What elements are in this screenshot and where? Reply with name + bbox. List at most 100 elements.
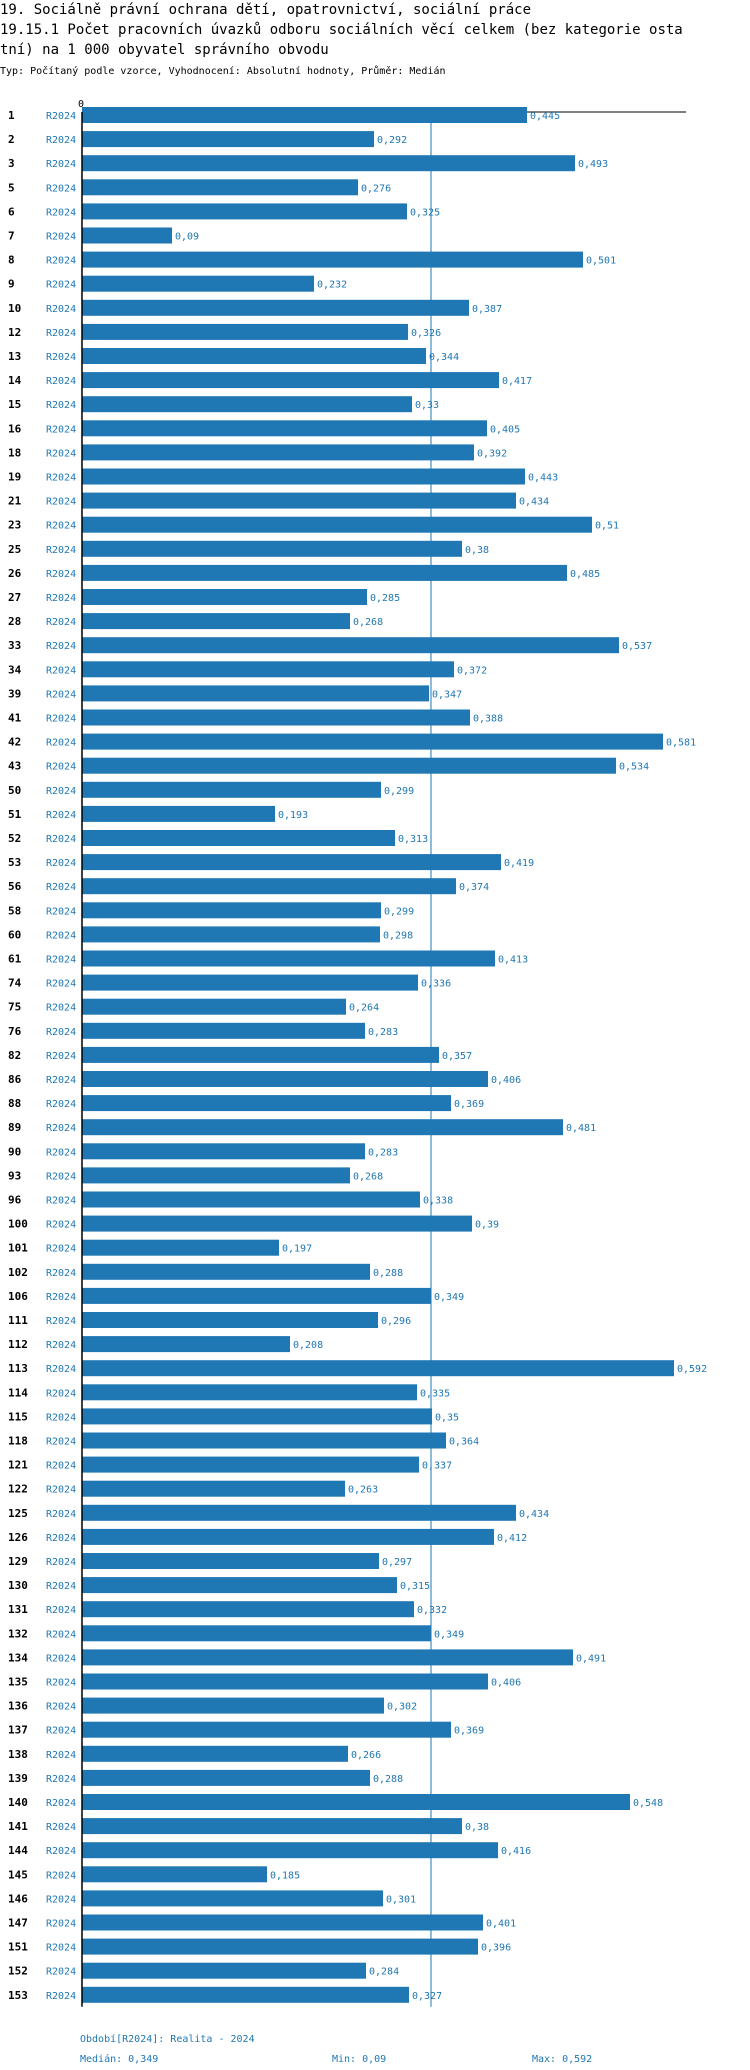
- series-label: R2024: [46, 1220, 76, 1231]
- bar: [82, 1312, 378, 1328]
- value-label: 0,485: [570, 569, 600, 580]
- value-label: 0,387: [472, 304, 502, 315]
- series-label: R2024: [46, 858, 76, 869]
- series-label: R2024: [46, 882, 76, 893]
- value-label: 0,344: [429, 352, 459, 363]
- row-label: 113: [8, 1362, 28, 1375]
- row-label: 51: [8, 808, 22, 821]
- value-label: 0,285: [370, 593, 400, 604]
- bar: [82, 323, 408, 340]
- row-label: 15: [8, 398, 21, 411]
- bar: [82, 854, 501, 871]
- row-label: 100: [8, 1218, 28, 1231]
- row-label: 144: [8, 1844, 28, 1857]
- series-label: R2024: [46, 1388, 76, 1399]
- series-label: R2024: [46, 1412, 76, 1423]
- series-label: R2024: [46, 1075, 76, 1086]
- series-label: R2024: [46, 1894, 76, 1905]
- row-label: 129: [8, 1555, 28, 1568]
- value-label: 0,443: [528, 473, 558, 484]
- bar: [82, 1769, 370, 1786]
- row-label: 126: [8, 1531, 28, 1544]
- series-label: R2024: [46, 1943, 76, 1954]
- series-label: R2024: [46, 1967, 76, 1978]
- bar: [82, 1721, 451, 1738]
- value-label: 0,38: [465, 1822, 489, 1833]
- series-label: R2024: [46, 665, 76, 676]
- bar: [82, 372, 499, 389]
- bar: [82, 1336, 290, 1353]
- value-label: 0,364: [449, 1437, 479, 1448]
- series-label: R2024: [46, 183, 76, 194]
- bar: [82, 1938, 478, 1955]
- series-label: R2024: [46, 906, 76, 917]
- value-label: 0,406: [491, 1075, 521, 1086]
- value-label: 0,335: [420, 1388, 450, 1399]
- row-label: 130: [8, 1579, 28, 1592]
- series-label: R2024: [46, 689, 76, 700]
- value-label: 0,283: [368, 1027, 398, 1038]
- row-label: 135: [8, 1676, 28, 1689]
- series-label: R2024: [46, 328, 76, 339]
- row-label: 26: [8, 567, 22, 580]
- value-label: 0,315: [400, 1581, 430, 1592]
- row-label: 39: [8, 687, 21, 700]
- value-label: 0,401: [486, 1919, 516, 1930]
- row-label: 141: [8, 1820, 28, 1833]
- bar: [82, 251, 583, 268]
- row-label: 122: [8, 1483, 28, 1496]
- row-label: 86: [8, 1073, 22, 1086]
- bar: [82, 275, 314, 292]
- row-label: 102: [8, 1266, 28, 1279]
- row-label: 50: [8, 784, 21, 797]
- bar: [82, 637, 619, 654]
- value-label: 0,301: [386, 1894, 416, 1905]
- row-label: 106: [8, 1290, 28, 1303]
- series-label: R2024: [46, 1605, 76, 1616]
- value-label: 0,336: [421, 979, 451, 990]
- row-label: 60: [8, 928, 21, 941]
- footer-max: Max: 0,592: [532, 2054, 593, 2065]
- series-label: R2024: [46, 448, 76, 459]
- value-label: 0,327: [412, 1991, 442, 2002]
- bar: [82, 1962, 366, 1979]
- bar: [82, 155, 575, 172]
- series-label: R2024: [46, 207, 76, 218]
- series-label: R2024: [46, 352, 76, 363]
- bar: [82, 1408, 432, 1425]
- row-label: 136: [8, 1700, 28, 1713]
- series-label: R2024: [46, 545, 76, 556]
- row-label: 112: [8, 1338, 28, 1351]
- bar: [82, 757, 616, 774]
- value-label: 0,263: [348, 1485, 378, 1496]
- row-label: 153: [8, 1989, 28, 2002]
- row-label: 74: [8, 977, 22, 990]
- row-label: 134: [8, 1651, 28, 1664]
- value-label: 0,39: [475, 1220, 499, 1231]
- row-label: 13: [8, 350, 21, 363]
- bar: [82, 613, 350, 630]
- chart-title-line-2: 19.15.1 Počet pracovních úvazků odboru s…: [0, 22, 683, 38]
- row-label: 18: [8, 446, 21, 459]
- series-label: R2024: [46, 1822, 76, 1833]
- value-label: 0,232: [317, 280, 347, 291]
- value-label: 0,326: [411, 328, 441, 339]
- row-label: 33: [8, 639, 21, 652]
- value-label: 0,332: [417, 1605, 447, 1616]
- value-label: 0,493: [578, 159, 608, 170]
- value-label: 0,481: [566, 1123, 596, 1134]
- series-label: R2024: [46, 1581, 76, 1592]
- bar: [82, 1794, 630, 1810]
- bar: [82, 348, 426, 364]
- row-label: 145: [8, 1868, 28, 1881]
- series-label: R2024: [46, 473, 76, 484]
- series-label: R2024: [46, 1147, 76, 1158]
- bar: [82, 1239, 279, 1256]
- value-label: 0,297: [382, 1557, 412, 1568]
- series-label: R2024: [46, 521, 76, 532]
- series-label: R2024: [46, 1437, 76, 1448]
- bar: [82, 926, 380, 943]
- bar: [82, 1095, 451, 1112]
- value-label: 0,592: [677, 1364, 707, 1375]
- row-label: 8: [8, 254, 15, 267]
